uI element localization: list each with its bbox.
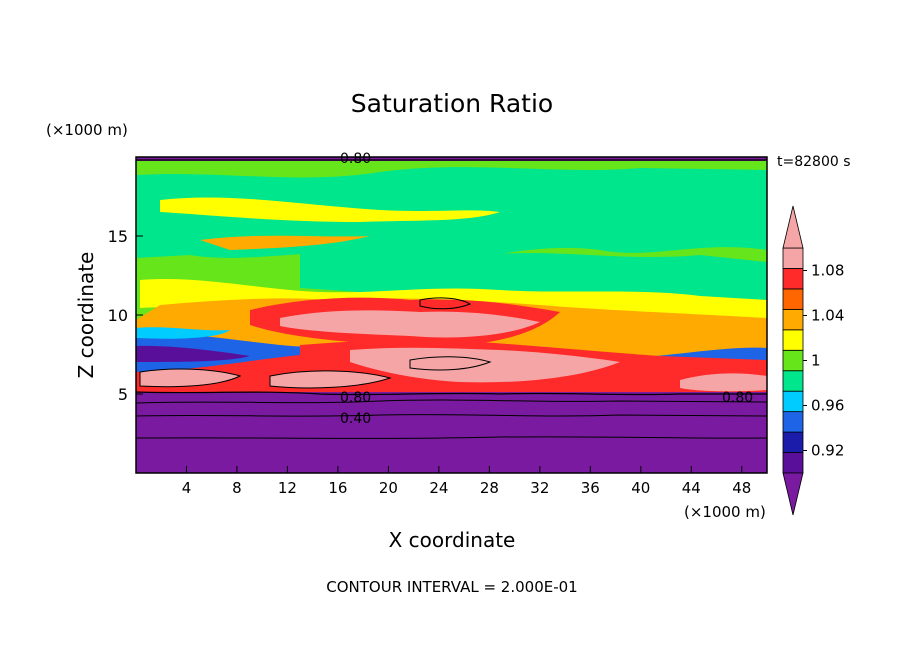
field-dry-layer (136, 392, 767, 473)
x-tick-label: 48 (732, 479, 751, 497)
colorbar-swatch (782, 431, 804, 453)
colorbar-over-arrow (782, 205, 804, 249)
colorbar-label: 1.04 (811, 307, 844, 325)
contour-interval-footer: CONTOUR INTERVAL = 2.000E-01 (326, 578, 577, 596)
colorbar: 1.08 1.04 1 0.96 0.92 (782, 205, 844, 516)
x-tick-label: 12 (278, 479, 297, 497)
colorbar-under-arrow (782, 472, 804, 516)
colorbar-label: 1.08 (811, 262, 844, 280)
field-patch-pink-4 (270, 370, 390, 388)
x-tick-label: 44 (682, 479, 701, 497)
contour-cloud-2 (269, 370, 392, 389)
x-tick-label: 24 (429, 479, 448, 497)
x-tick-label: 28 (480, 479, 499, 497)
x-tick-label: 16 (328, 479, 347, 497)
field-patch-pink-5 (680, 373, 767, 392)
contour-line-080-lower (136, 391, 767, 396)
field-patch-purple-1 (136, 345, 250, 362)
contour-line-040 (136, 414, 767, 417)
colorbar-swatch (782, 390, 804, 413)
contour-cloud-1 (139, 368, 242, 388)
field-top-strip (136, 157, 767, 161)
colorbar-swatch (782, 268, 804, 290)
field-patch-green-2 (300, 249, 767, 300)
colorbar-swatch (782, 247, 804, 269)
y-tick-label: 10 (108, 306, 128, 325)
y-axis-title: Z coordinate (74, 252, 98, 379)
contour-line-020 (136, 436, 767, 439)
field-patch-pink-1 (280, 310, 540, 338)
colorbar-swatch (782, 349, 804, 372)
contour-label-layer: 0.80 0.80 0.40 0.80 (340, 151, 753, 427)
colorbar-label: 0.96 (811, 397, 844, 415)
colorbar-label: 1 (811, 352, 821, 370)
colorbar-swatch (782, 329, 804, 351)
colorbar-swatch (782, 452, 804, 474)
contour-cloud-3 (409, 356, 492, 371)
x-axis-title: X coordinate (389, 528, 516, 552)
x-tick-label: 4 (182, 479, 192, 497)
x-tick-label: 32 (530, 479, 549, 497)
y-axis: 5 10 15 (108, 227, 143, 404)
x-tick-label: 40 (631, 479, 650, 497)
colorbar-label: 0.92 (811, 442, 844, 460)
time-label: t=82800 s (777, 154, 851, 170)
contour-line-060 (136, 399, 767, 404)
x-unit-label: (×1000 m) (684, 503, 766, 521)
contour-label: 0.80 (340, 151, 371, 167)
x-tick-label: 36 (581, 479, 600, 497)
x-tick-label: 20 (379, 479, 398, 497)
field-patch-cyan-1 (136, 327, 230, 339)
y-tick-label: 15 (108, 227, 128, 246)
contour-cloud-4 (419, 297, 472, 310)
colorbar-swatch (782, 288, 804, 310)
chart-title: Saturation Ratio (351, 89, 553, 118)
y-tick-label: 5 (118, 385, 128, 404)
field-patch-pink-3 (140, 369, 240, 387)
field-patch-yellow-1 (160, 197, 500, 222)
contour-label: 0.80 (722, 390, 753, 406)
field-patch-orange-1 (200, 235, 370, 250)
field-layer (136, 157, 767, 473)
colorbar-swatch (782, 411, 804, 433)
x-axis: 4 8 12 16 20 24 28 32 36 40 44 48 (182, 466, 751, 497)
x-tick-label: 8 (232, 479, 242, 497)
field-patch-pink-2 (350, 347, 620, 383)
y-unit-label: (×1000 m) (46, 121, 128, 139)
contour-label: 0.80 (340, 390, 371, 406)
contour-label: 0.40 (340, 411, 371, 427)
colorbar-swatch (782, 308, 804, 331)
colorbar-swatch (782, 370, 804, 392)
